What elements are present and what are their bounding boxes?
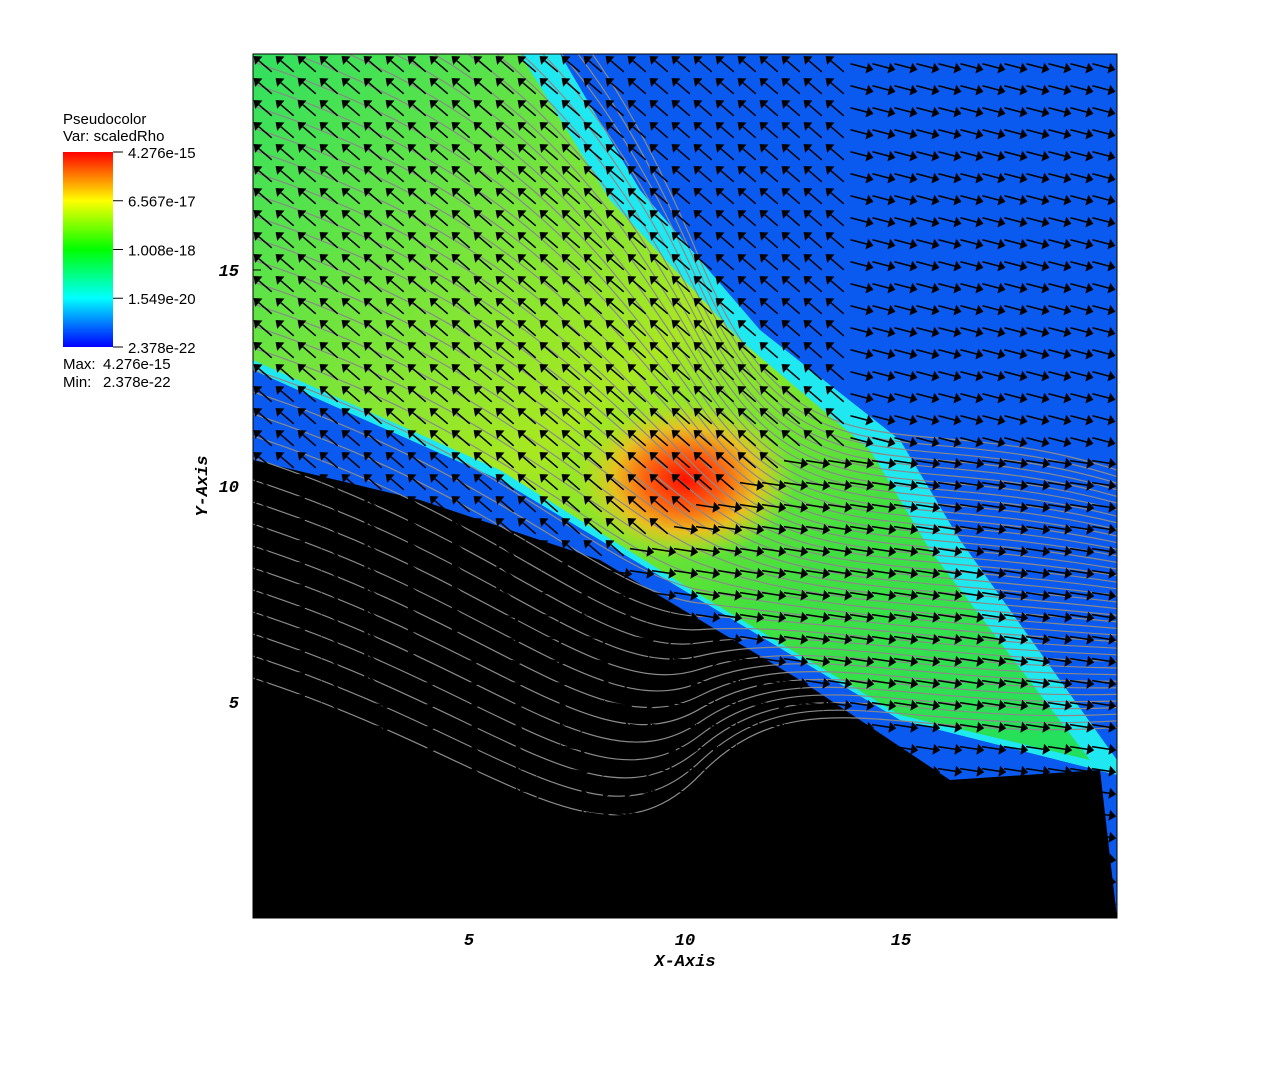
vector-arrows <box>253 56 1117 909</box>
streamline <box>253 281 1117 610</box>
x-tick-label: 5 <box>464 932 474 951</box>
colorbar-tick-label: 2.378e-22 <box>128 340 196 357</box>
legend-min-value: 2.378e-22 <box>103 374 171 391</box>
streamline <box>560 54 1117 484</box>
streamline <box>253 589 1117 743</box>
streamline <box>253 391 1117 643</box>
colorbar-tick-label: 6.567e-17 <box>128 194 196 211</box>
legend-variable: Var: scaledRho <box>63 128 164 145</box>
streamline <box>432 54 1117 517</box>
x-axis-label: X-Axis <box>653 953 715 972</box>
field-image <box>253 54 1117 918</box>
colorbar-tick-label: 4.276e-15 <box>128 145 196 162</box>
streamline <box>253 127 1117 563</box>
streamline <box>253 61 1117 544</box>
y-tick-label: 10 <box>219 479 239 498</box>
x-tick-label: 15 <box>891 932 911 951</box>
legend-max-label: Max: <box>63 356 96 373</box>
y-tick-label: 5 <box>229 695 239 714</box>
streamline <box>577 54 1117 478</box>
legend-min-label: Min: <box>63 374 91 391</box>
legend-title: Pseudocolor <box>63 111 146 128</box>
colorbar <box>63 152 113 347</box>
streamline <box>253 655 1117 797</box>
streamline <box>253 457 1117 662</box>
streamline <box>253 325 1117 623</box>
colorbar-tick-label: 1.549e-20 <box>128 291 196 308</box>
colorbar-tick-label: 1.008e-18 <box>128 243 196 260</box>
x-tick-label: 10 <box>675 932 695 951</box>
streamline <box>253 259 1117 603</box>
streamline <box>253 523 1117 692</box>
legend-max-value: 4.276e-15 <box>103 356 171 373</box>
streamline <box>520 54 1117 497</box>
y-axis-label: Y-Axis <box>194 455 213 516</box>
streamline <box>253 193 1117 583</box>
y-tick-label: 15 <box>219 263 239 282</box>
